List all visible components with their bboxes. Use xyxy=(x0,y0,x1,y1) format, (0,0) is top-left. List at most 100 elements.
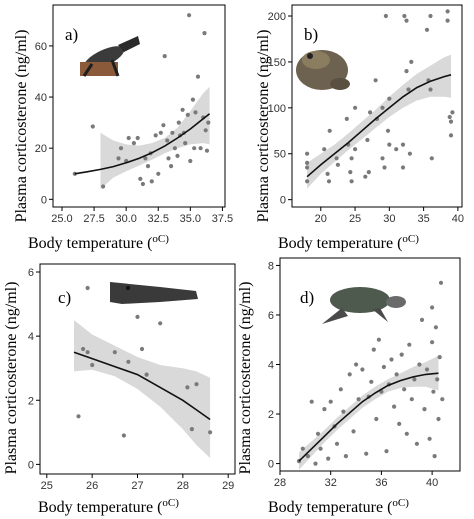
data-point-c-4 xyxy=(90,362,95,368)
x-tick-label-b-1: 25 xyxy=(349,213,361,225)
data-point-d-54 xyxy=(438,280,444,285)
x-tick-label-b-0: 20 xyxy=(315,213,327,225)
data-point-d-42 xyxy=(419,317,425,322)
panel-b: Plasma corticosterone (ng/ml) 20 25 30 35 40… xyxy=(255,4,464,252)
panel-label-c: c) xyxy=(58,288,71,307)
data-point-b-46 xyxy=(447,114,452,120)
x-tick-label-a-5: 37.5 xyxy=(212,213,233,225)
crocodile-icon xyxy=(110,282,198,304)
data-point-b-17 xyxy=(363,174,368,179)
band-area-c xyxy=(74,320,211,458)
data-point-a-40 xyxy=(202,30,207,36)
data-point-b-16 xyxy=(353,147,358,152)
data-point-b-43 xyxy=(429,156,434,161)
data-point-d-31 xyxy=(392,404,397,409)
data-point-a-43 xyxy=(206,120,211,125)
data-point-c-7 xyxy=(126,359,131,364)
data-point-b-21 xyxy=(373,78,378,83)
data-point-d-7 xyxy=(322,407,327,412)
x-tick-label-c-0: 25 xyxy=(41,480,53,492)
x-axis-title-d: Body temperature (oC) xyxy=(268,497,409,516)
data-point-b-28 xyxy=(387,96,392,101)
data-point-a-22 xyxy=(169,164,174,169)
data-point-a-15 xyxy=(153,133,158,138)
data-point-c-14 xyxy=(194,382,199,387)
panel-label-a: a) xyxy=(65,25,78,44)
data-point-d-6 xyxy=(318,446,323,451)
plot-frame-a xyxy=(52,4,226,208)
x-tick-label-b-4: 40 xyxy=(452,213,464,225)
confidence-band-a xyxy=(100,86,210,190)
x-tick-label-a-0: 25.0 xyxy=(51,213,72,225)
data-point-c-6 xyxy=(121,433,126,438)
data-point-d-44 xyxy=(424,367,430,372)
data-point-d-27 xyxy=(381,364,386,370)
y-tick-label-b-4: 200 xyxy=(268,11,286,23)
y-tick-label-c-0: 0 xyxy=(28,459,34,471)
x-tick-label-d-3: 40 xyxy=(426,477,438,489)
data-point-a-14 xyxy=(149,179,154,184)
data-point-a-35 xyxy=(192,146,197,151)
data-point-a-7 xyxy=(131,141,136,146)
panel-label-b: b) xyxy=(304,25,318,44)
data-point-b-34 xyxy=(404,18,409,23)
y-tick-label-b-1: 50 xyxy=(274,149,286,161)
x-tick-label-d-1: 32 xyxy=(325,477,337,489)
x-tick-label-c-2: 27 xyxy=(131,480,143,492)
data-point-d-3 xyxy=(309,399,314,404)
data-point-b-1 xyxy=(305,165,310,170)
data-point-a-12 xyxy=(145,164,151,169)
y-axis-title-d: Plasma corticosterone (ng/ml) xyxy=(237,282,254,475)
data-point-a-38 xyxy=(198,146,203,151)
x-tick-label-d-2: 36 xyxy=(375,477,387,489)
data-point-d-39 xyxy=(412,377,417,382)
data-point-c-8 xyxy=(135,314,140,319)
y-tick-label-b-3: 150 xyxy=(268,57,286,69)
x-tick-label-a-4: 35.0 xyxy=(180,213,201,225)
data-point-d-34 xyxy=(399,352,404,357)
data-point-a-26 xyxy=(176,120,181,125)
data-point-a-11 xyxy=(143,156,148,161)
data-point-a-10 xyxy=(140,181,145,187)
data-point-c-3 xyxy=(85,350,90,355)
data-point-b-4 xyxy=(322,147,327,152)
fit-curve-b xyxy=(306,74,452,178)
data-point-d-22 xyxy=(369,379,374,384)
data-point-d-30 xyxy=(389,357,394,362)
data-point-a-24 xyxy=(172,146,177,151)
data-point-d-23 xyxy=(371,347,376,352)
data-point-b-35 xyxy=(404,69,409,74)
data-point-d-49 xyxy=(432,454,437,459)
data-point-c-12 xyxy=(185,385,190,390)
fit-curve-a xyxy=(74,113,211,175)
data-point-a-16 xyxy=(156,171,161,176)
data-point-c-9 xyxy=(139,346,145,352)
x-tick-label-d-0: 28 xyxy=(274,477,286,489)
data-point-a-25 xyxy=(175,153,180,158)
data-point-d-12 xyxy=(338,387,343,392)
data-point-d-4 xyxy=(313,461,318,466)
data-point-a-4 xyxy=(118,146,124,151)
x-tick-label-b-3: 35 xyxy=(417,213,429,225)
data-point-b-3 xyxy=(305,151,310,156)
fit-line-a xyxy=(74,113,211,175)
y-tick-label-c-3: 6 xyxy=(28,267,34,279)
data-point-a-20 xyxy=(165,138,170,143)
data-point-d-28 xyxy=(384,449,389,454)
data-point-b-26 xyxy=(383,13,388,19)
data-point-c-1 xyxy=(81,346,86,352)
data-point-b-31 xyxy=(400,142,406,147)
data-point-a-30 xyxy=(183,141,188,146)
data-point-a-19 xyxy=(162,54,167,59)
data-point-b-45 xyxy=(445,18,450,23)
data-point-b-25 xyxy=(382,165,387,170)
data-point-d-36 xyxy=(404,431,409,436)
data-point-d-35 xyxy=(402,387,407,392)
data-points-d xyxy=(296,280,445,466)
data-point-a-9 xyxy=(138,176,143,181)
data-point-c-0 xyxy=(76,414,81,419)
data-point-d-46 xyxy=(430,305,435,310)
data-point-b-5 xyxy=(325,171,330,176)
data-points-c xyxy=(76,285,213,438)
lizard-icon xyxy=(80,36,140,77)
